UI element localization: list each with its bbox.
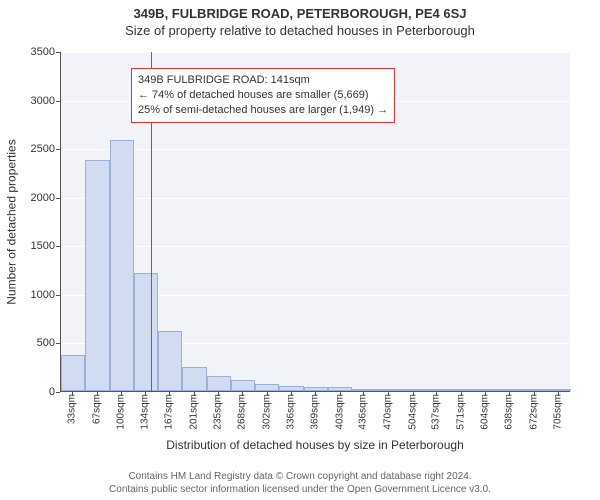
x-tick-label: 134sqm — [140, 394, 151, 430]
x-tick-label: 705sqm — [552, 394, 563, 430]
histogram-bar — [377, 389, 401, 391]
histogram-bar — [498, 389, 522, 391]
histogram-bar — [546, 389, 570, 391]
histogram-bar — [449, 389, 473, 391]
x-tick-label: 67sqm — [91, 394, 102, 424]
info-box-line: ← 74% of detached houses are smaller (5,… — [138, 88, 388, 103]
histogram-bar — [401, 389, 425, 391]
histogram-bar — [110, 140, 134, 391]
y-tick-label: 3500 — [15, 46, 55, 58]
x-tick-label: 201sqm — [188, 394, 199, 430]
x-tick-label: 604sqm — [479, 394, 490, 430]
x-tick-label: 504sqm — [407, 394, 418, 430]
gridline-h — [61, 52, 570, 53]
y-tick-mark — [56, 198, 60, 199]
info-box-line: 25% of semi-detached houses are larger (… — [138, 103, 388, 118]
page-subtitle: Size of property relative to detached ho… — [0, 21, 600, 42]
footer: Contains HM Land Registry data © Crown c… — [0, 471, 600, 496]
histogram-bar — [158, 331, 182, 391]
x-tick-label: 638sqm — [504, 394, 515, 430]
x-tick-label: 470sqm — [382, 394, 393, 430]
histogram-bar — [522, 389, 546, 391]
x-tick-label: 302sqm — [261, 394, 272, 430]
x-tick-label: 336sqm — [286, 394, 297, 430]
x-tick-label: 537sqm — [431, 394, 442, 430]
y-tick-label: 1000 — [15, 289, 55, 301]
x-axis-label: Distribution of detached houses by size … — [60, 438, 570, 452]
histogram-bar — [134, 273, 158, 392]
x-tick-label: 33sqm — [67, 394, 78, 424]
info-box: 349B FULBRIDGE ROAD: 141sqm← 74% of deta… — [131, 68, 395, 123]
histogram-bar — [182, 367, 206, 391]
y-tick-label: 2000 — [15, 192, 55, 204]
histogram-bar — [425, 389, 449, 391]
x-tick-label: 100sqm — [115, 394, 126, 430]
histogram-bar — [474, 389, 498, 391]
y-tick-mark — [56, 52, 60, 53]
histogram-bar — [231, 380, 255, 391]
plot-area: 349B FULBRIDGE ROAD: 141sqm← 74% of deta… — [60, 52, 570, 392]
x-tick-label: 571sqm — [455, 394, 466, 430]
footer-line-1: Contains HM Land Registry data © Crown c… — [0, 471, 600, 484]
page-title: 349B, FULBRIDGE ROAD, PETERBOROUGH, PE4 … — [0, 0, 600, 21]
y-tick-label: 2500 — [15, 143, 55, 155]
x-tick-label: 436sqm — [358, 394, 369, 430]
y-tick-mark — [56, 295, 60, 296]
chart-container: Number of detached properties 349B FULBR… — [0, 42, 600, 452]
histogram-bar — [255, 384, 279, 391]
histogram-bar — [279, 386, 303, 391]
histogram-bar — [352, 389, 376, 391]
y-tick-label: 500 — [15, 337, 55, 349]
x-tick-label: 235sqm — [213, 394, 224, 430]
x-tick-label: 369sqm — [310, 394, 321, 430]
x-tick-label: 167sqm — [164, 394, 175, 430]
gridline-h — [61, 149, 570, 150]
y-axis-label: Number of detached properties — [5, 139, 19, 304]
y-tick-label: 0 — [15, 386, 55, 398]
info-box-line: 349B FULBRIDGE ROAD: 141sqm — [138, 73, 388, 88]
x-tick-label: 268sqm — [237, 394, 248, 430]
y-tick-mark — [56, 343, 60, 344]
y-tick-mark — [56, 149, 60, 150]
y-tick-mark — [56, 392, 60, 393]
histogram-bar — [61, 355, 85, 391]
x-tick-label: 403sqm — [334, 394, 345, 430]
histogram-bar — [328, 387, 352, 391]
footer-line-2: Contains public sector information licen… — [0, 484, 600, 497]
y-tick-mark — [56, 101, 60, 102]
x-tick-label: 672sqm — [528, 394, 539, 430]
y-tick-mark — [56, 246, 60, 247]
histogram-bar — [304, 387, 328, 391]
gridline-h — [61, 246, 570, 247]
y-tick-label: 3000 — [15, 95, 55, 107]
histogram-bar — [207, 376, 231, 391]
y-tick-label: 1500 — [15, 240, 55, 252]
gridline-h — [61, 198, 570, 199]
histogram-bar — [85, 160, 109, 391]
